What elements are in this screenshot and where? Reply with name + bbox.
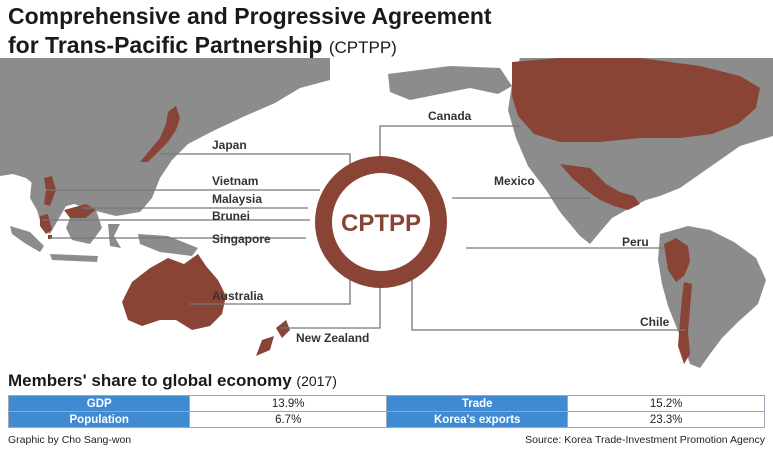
label-canada: Canada [428, 109, 472, 123]
cell-trade-label: Trade [385, 395, 569, 412]
cell-trade-value: 15.2% [567, 395, 765, 412]
label-peru: Peru [622, 235, 649, 249]
title: Comprehensive and Progressive Agreement … [8, 2, 492, 62]
land-sumatra [10, 226, 44, 252]
land-borneo [66, 210, 102, 244]
land-new-guinea [138, 234, 198, 256]
member-peru [664, 238, 690, 282]
label-vietnam: Vietnam [212, 174, 258, 188]
table-row: Population 6.7% Korea's exports 23.3% [7, 411, 765, 428]
source-text: Source: Korea Trade-Investment Promotion… [525, 434, 765, 446]
table-row: GDP 13.9% Trade 15.2% [7, 395, 765, 412]
label-brunei: Brunei [212, 209, 250, 223]
hub-inner [332, 173, 430, 271]
cell-gdp-value: 13.9% [189, 395, 387, 412]
cell-population-label: Population [7, 411, 191, 428]
hub-label: CPTPP [341, 210, 421, 237]
land-java [50, 254, 98, 262]
member-australia [122, 254, 226, 330]
cell-gdp-label: GDP [7, 395, 191, 412]
land-alaska [388, 66, 512, 100]
land-philippines [108, 178, 124, 208]
economy-year: (2017) [296, 373, 337, 389]
label-malaysia: Malaysia [212, 192, 262, 206]
member-vietnam [44, 176, 56, 206]
title-acronym: (CPTPP) [328, 38, 397, 57]
economy-table: GDP 13.9% Trade 15.2% Population 6.7% Ko… [7, 395, 765, 428]
label-new-zealand: New Zealand [296, 331, 369, 345]
member-brunei [80, 208, 84, 212]
label-australia: Australia [212, 289, 264, 303]
credit-text: Graphic by Cho Sang-won [8, 434, 132, 446]
member-chile [678, 282, 692, 364]
title-line1: Comprehensive and Progressive Agreement [8, 3, 492, 29]
label-mexico: Mexico [494, 174, 535, 188]
cptpp-map: CPTPP Japan Vietnam Malaysia Brunei Sing… [0, 58, 773, 368]
title-line2: for Trans-Pacific Partnership [8, 32, 323, 58]
land-sulawesi [108, 224, 121, 248]
label-chile: Chile [640, 315, 670, 329]
member-mexico [560, 164, 640, 210]
label-singapore: Singapore [212, 232, 271, 246]
label-japan: Japan [212, 138, 247, 152]
economy-title-text: Members' share to global economy [8, 371, 292, 390]
cell-population-value: 6.7% [189, 411, 387, 428]
land-greenland [730, 58, 773, 88]
member-japan [140, 106, 180, 162]
member-canada [512, 58, 760, 142]
cell-korea-exports-label: Korea's exports [385, 411, 569, 428]
cell-korea-exports-value: 23.3% [567, 411, 765, 428]
member-malaysia [40, 214, 52, 234]
member-new-zealand [276, 320, 290, 338]
member-new-zealand-south [256, 336, 274, 356]
economy-title: Members' share to global economy (2017) [8, 371, 337, 391]
